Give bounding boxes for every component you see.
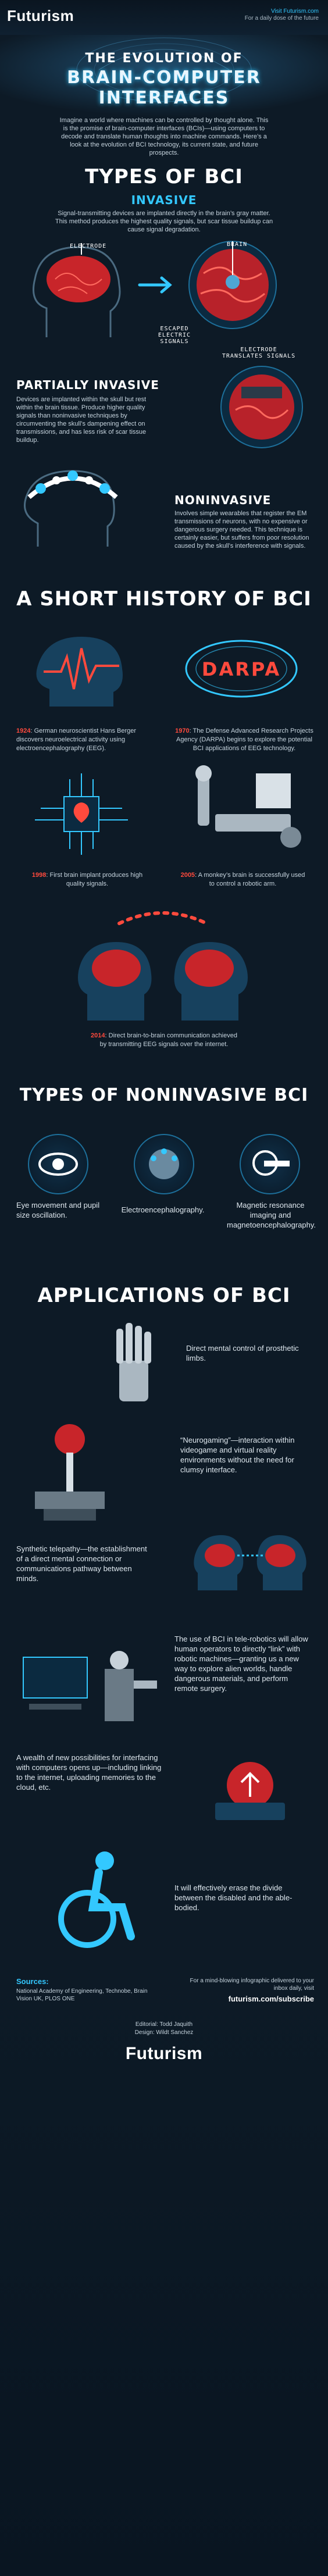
- application-6: It will effectively erase the divide bet…: [174, 1883, 308, 1913]
- noninvasive-item-3: Magnetic resonance imaging and magnetoen…: [227, 1200, 314, 1230]
- arrow-icon: [140, 278, 170, 292]
- application-5: A wealth of new possibilities for interf…: [16, 1753, 162, 1792]
- noninvasive-headset-illustration: [15, 465, 148, 552]
- history-event-2005: 2005: A monkey’s brain is successfully u…: [177, 871, 308, 889]
- sources-title: Sources:: [16, 1977, 49, 1986]
- hero-intro: Imagine a world where machines can be co…: [59, 116, 269, 157]
- noninvasive-item-2: Electroencephalography.: [113, 1205, 212, 1215]
- application-3: Synthetic telepathy—the establishment of…: [16, 1544, 150, 1583]
- label-electrode: ELECTRODE: [70, 243, 106, 249]
- footer-futurism-logo[interactable]: Futurism: [0, 2044, 328, 2064]
- partial-diagram: [218, 363, 305, 451]
- telerobotics-icon: [17, 1634, 169, 1733]
- application-1: Direct mental control of prosthetic limb…: [186, 1343, 302, 1363]
- visit-line-1: Visit Futurism.com: [245, 8, 319, 15]
- label-electrode-translates: ELECTRODE TRANSLATES SIGNALS: [221, 347, 297, 359]
- telepathy-heads-icon: [192, 1524, 308, 1593]
- visit-line-2: For a daily dose of the future: [245, 15, 319, 22]
- joystick-icon: [23, 1419, 116, 1535]
- prosthetic-hand-icon: [99, 1320, 169, 1407]
- history-event-1924: 1924: German neuroscientist Hans Berger …: [16, 727, 162, 753]
- noninvasive-text: Involves simple wearables that register …: [174, 509, 311, 550]
- label-brain: BRAIN: [227, 241, 247, 248]
- wheelchair-icon: [41, 1843, 145, 1954]
- noninvasive-item-1: Eye movement and pupil size oscillation.: [16, 1200, 104, 1220]
- invasive-title: INVASIVE: [0, 193, 328, 207]
- hero-title-line-1: THE EVOLUTION OF: [0, 51, 328, 66]
- futurism-logo[interactable]: Futurism: [7, 7, 74, 25]
- design-credit: Design: Wildt Sanchez: [0, 2028, 328, 2037]
- sources-text: National Academy of Engineering, Technob…: [16, 1988, 150, 2003]
- eye-icon: [28, 1134, 88, 1194]
- noninvasive-title: NONINVASIVE: [174, 493, 271, 507]
- darpa-logo-text: DARPA: [183, 658, 300, 680]
- applications-title: APPLICATIONS OF BCI: [0, 1284, 328, 1307]
- history-event-1970: 1970: The Defense Advanced Research Proj…: [174, 727, 314, 753]
- application-2: “Neurogaming”—interaction within videoga…: [180, 1435, 308, 1475]
- mri-scanner-icon: [240, 1134, 300, 1194]
- brain-to-brain-illustration: [76, 907, 250, 1023]
- eeg-headset-icon: [134, 1134, 194, 1194]
- noninvasive-types-title: TYPES OF NONINVASIVE BCI: [0, 1085, 328, 1105]
- subscribe-text: For a mind-blowing infographic delivered…: [180, 1977, 314, 1992]
- cloud-upload-icon: [192, 1750, 308, 1826]
- history-event-1998: 1998: First brain implant produces high …: [23, 871, 151, 889]
- brain-implant-chip-icon: [23, 768, 140, 861]
- application-4: The use of BCI in tele-robotics will all…: [174, 1634, 308, 1693]
- history-title: A SHORT HISTORY OF BCI: [0, 587, 328, 611]
- partial-title: PARTIALLY INVASIVE: [16, 378, 159, 392]
- types-title: TYPES OF BCI: [0, 165, 328, 188]
- visit-link[interactable]: Visit Futurism.com For a daily dose of t…: [245, 8, 319, 22]
- history-event-2014: 2014: Direct brain-to-brain communicatio…: [87, 1032, 241, 1049]
- eeg-head-icon: [32, 634, 131, 709]
- hero-title-line-2: BRAIN-COMPUTER INTERFACES: [0, 67, 328, 108]
- invasive-text: Signal-transmitting devices are implante…: [54, 209, 274, 234]
- label-escaped-signals: ESCAPED ELECTRIC SIGNALS: [145, 326, 204, 345]
- robotic-arm-icon: [180, 762, 314, 861]
- subscribe-link[interactable]: futurism.com/subscribe: [180, 1995, 314, 2003]
- editorial-credit: Editorial: Todd Jaquith: [0, 2020, 328, 2029]
- partial-text: Devices are implanted within the skull b…: [16, 395, 150, 444]
